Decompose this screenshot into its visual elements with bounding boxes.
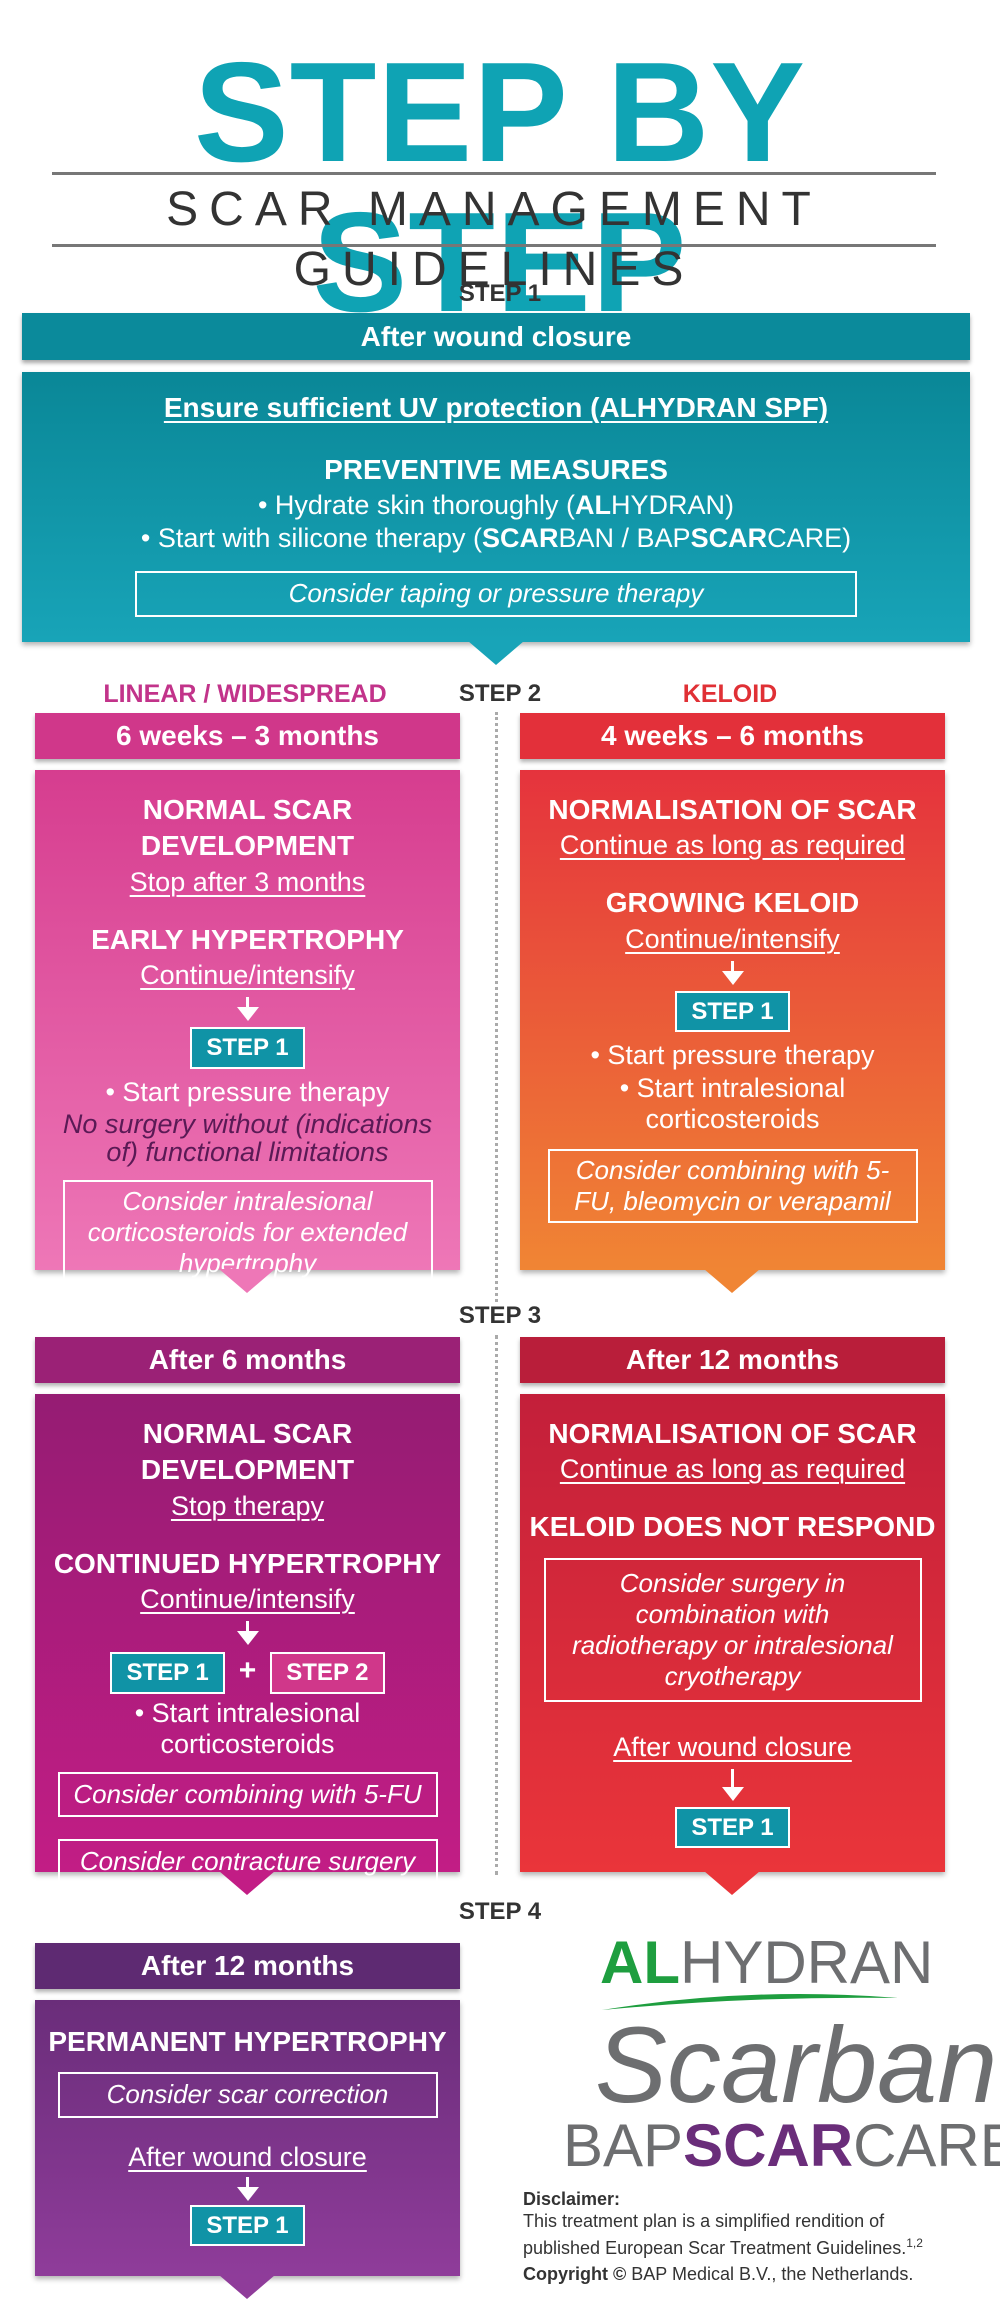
bullet-hydrate: • Hydrate skin thoroughly (ALHYDRAN) — [257, 489, 735, 520]
down-arrow-icon — [721, 970, 744, 985]
step1-bar: After wound closure — [22, 313, 970, 360]
continued-hypertrophy-heading: CONTINUED HYPERTROPHY — [53, 1547, 442, 1579]
step4-arrow — [219, 2275, 275, 2299]
consider-combining: Consider combining with 5-FU, bleomycin … — [547, 1149, 918, 1224]
alhydran-logo: ALHYDRAN — [600, 1929, 934, 1996]
consider-taping: Consider taping or pressure therapy — [135, 570, 857, 617]
normalisation-heading: NORMALISATION OF SCAR — [548, 794, 917, 825]
continue-as-long: Continue as long as required — [559, 830, 906, 861]
continue-intensify: Continue/intensify — [140, 960, 355, 991]
step2-left-box: NORMAL SCAR DEVELOPMENT Stop after 3 mon… — [35, 770, 460, 1285]
early-hypertrophy-heading: EARLY HYPERTROPHY — [91, 923, 404, 955]
stop-after-3: Stop after 3 months — [129, 866, 366, 897]
bullet-corticosteroids: • Start intralesional corticosteroids — [134, 1697, 361, 1759]
bullet-pressure: • Start pressure therapy — [105, 1076, 390, 1107]
bullet-pressure: • Start pressure therapy — [590, 1040, 875, 1071]
continue-intensify: Continue/intensify — [140, 1584, 355, 1615]
step1-label: STEP 1 — [458, 280, 542, 307]
consider-corticosteroids: Consider intralesional corticosteroids f… — [62, 1179, 433, 1285]
continue-as-long: Continue as long as required — [559, 1454, 906, 1485]
step2-right-arrow — [704, 1269, 760, 1293]
normal-scar-heading: NORMAL SCAR DEVELOPMENT — [140, 794, 355, 862]
title-rule-bottom — [52, 244, 936, 247]
keloid-heading: KELOID — [682, 680, 778, 708]
divider-step3 — [495, 1335, 498, 1875]
step4-bar: After 12 months — [35, 1943, 460, 1989]
disclaimer-text: This treatment plan is a simplified rend… — [523, 2211, 923, 2258]
step2-left-bar: 6 weeks – 3 months — [35, 713, 460, 759]
after-wound-closure: After wound closure — [128, 2142, 367, 2173]
bapscarcare-logo: BAPSCARCARE — [563, 2112, 1000, 2179]
step3-label: STEP 3 — [458, 1302, 542, 1329]
after-wound-closure: After wound closure — [613, 1731, 852, 1762]
bullet-silicone: • Start with silicone therapy (SCARBAN /… — [140, 522, 852, 553]
step2-tag: STEP 2 — [270, 1652, 385, 1694]
step4-label: STEP 4 — [458, 1898, 542, 1925]
step3-left-box: NORMAL SCAR DEVELOPMENT Stop therapy CON… — [35, 1394, 460, 1886]
step3-right-box: NORMALISATION OF SCAR Continue as long a… — [520, 1394, 945, 1872]
step2-left-arrow — [219, 1269, 275, 1293]
step1-box: Ensure sufficient UV protection (ALHYDRA… — [22, 372, 970, 642]
scarban-logo: Scarban — [595, 2004, 998, 2125]
step2-label: STEP 2 — [458, 680, 542, 707]
stop-therapy: Stop therapy — [170, 1490, 325, 1521]
consider-surgery: Consider surgery in combination with rad… — [543, 1557, 922, 1702]
continue-intensify: Continue/intensify — [625, 923, 840, 954]
consider-5fu: Consider combining with 5-FU — [57, 1771, 438, 1818]
step1-tag: STEP 1 — [110, 1652, 225, 1694]
step1-tag: STEP 1 — [190, 1027, 305, 1069]
normal-scar-heading: NORMAL SCAR DEVELOPMENT — [140, 1418, 355, 1486]
step1-tag: STEP 1 — [675, 990, 790, 1033]
disclaimer-title: Disclaimer: — [523, 2189, 621, 2209]
uv-protection: Ensure sufficient UV protection (ALHYDRA… — [163, 392, 829, 423]
plus-icon: + — [238, 1654, 257, 1688]
page-subtitle: SCAR MANAGEMENT GUIDELINES — [166, 183, 822, 296]
step2-right-box: NORMALISATION OF SCAR Continue as long a… — [520, 770, 945, 1270]
divider-step2 — [495, 712, 498, 1302]
permanent-hypertrophy-heading: PERMANENT HYPERTROPHY — [48, 2026, 447, 2057]
growing-keloid-heading: GROWING KELOID — [605, 887, 860, 919]
consider-scar-correction: Consider scar correction — [57, 2072, 438, 2119]
down-arrow-icon — [236, 1631, 259, 1646]
no-surgery-note: No surgery without (indications of) func… — [62, 1108, 433, 1167]
step1-arrow — [468, 641, 524, 665]
step2-right-bar: 4 weeks – 6 months — [520, 713, 945, 759]
down-arrow-icon — [236, 2187, 259, 2202]
step3-right-arrow — [704, 1871, 760, 1895]
normalisation-heading: NORMALISATION OF SCAR — [548, 1418, 917, 1449]
step1-tag: STEP 1 — [675, 1806, 790, 1849]
down-arrow-icon — [236, 1007, 259, 1022]
title-rule-top — [52, 172, 936, 175]
bullet-corticosteroids: • Start intralesional corticosteroids — [619, 1073, 846, 1135]
copyright: Copyright © BAP Medical B.V., the Nether… — [523, 2264, 914, 2284]
keloid-no-respond-heading: KELOID DOES NOT RESPOND — [529, 1511, 936, 1543]
disclaimer: Disclaimer: This treatment plan is a sim… — [523, 2188, 963, 2285]
down-arrow-icon — [721, 1786, 744, 1801]
linear-widespread-heading: LINEAR / WIDESPREAD — [103, 680, 387, 708]
step3-left-arrow — [219, 1871, 275, 1895]
step3-left-bar: After 6 months — [35, 1337, 460, 1383]
alhydran-swoosh-icon — [602, 1994, 898, 2010]
step3-right-bar: After 12 months — [520, 1337, 945, 1383]
step1-tag: STEP 1 — [190, 2205, 305, 2247]
step4-box: PERMANENT HYPERTROPHY Consider scar corr… — [35, 2000, 460, 2276]
preventive-heading: PREVENTIVE MEASURES — [324, 454, 668, 486]
page-title: STEP BY STEP — [193, 33, 807, 342]
